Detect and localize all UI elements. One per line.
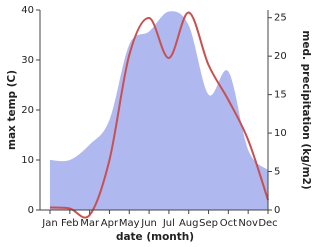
x-axis-label: date (month)	[116, 231, 194, 243]
x-tick-label: May	[119, 218, 140, 229]
temperature-line	[49, 11, 269, 219]
x-tick-label: Jan	[41, 218, 57, 229]
precipitation-area	[50, 11, 268, 211]
x-tick-label: Jun	[140, 218, 157, 229]
y2-axis-label: med. precipitation (kg/m2)	[300, 30, 312, 189]
y2-tick-label: 5	[274, 167, 280, 178]
x-tick-label: Aug	[179, 218, 199, 229]
x-tick-label: Dec	[258, 218, 277, 229]
y2-tick-label: 25	[274, 13, 287, 24]
y-tick-label: 0	[28, 205, 34, 216]
y2-tick-label: 0	[274, 205, 280, 216]
y-tick-label: 10	[21, 155, 34, 166]
x-tick-label: Nov	[238, 218, 258, 229]
y2-tick-label: 20	[274, 51, 287, 62]
x-tick-label: Feb	[61, 218, 79, 229]
x-tick-label: Apr	[101, 218, 119, 229]
y-axis-label: max temp (C)	[6, 70, 18, 150]
x-tick-label: Mar	[80, 218, 100, 229]
x-tick-label: Sep	[199, 218, 218, 229]
y2-tick-label: 15	[274, 90, 287, 101]
y-tick-label: 20	[21, 105, 34, 116]
x-tick-label: Jul	[162, 218, 175, 229]
y2-tick-label: 10	[274, 128, 287, 139]
y-tick-label: 40	[21, 5, 34, 16]
x-tick-label: Oct	[220, 218, 237, 229]
y-tick-label: 30	[21, 55, 34, 66]
